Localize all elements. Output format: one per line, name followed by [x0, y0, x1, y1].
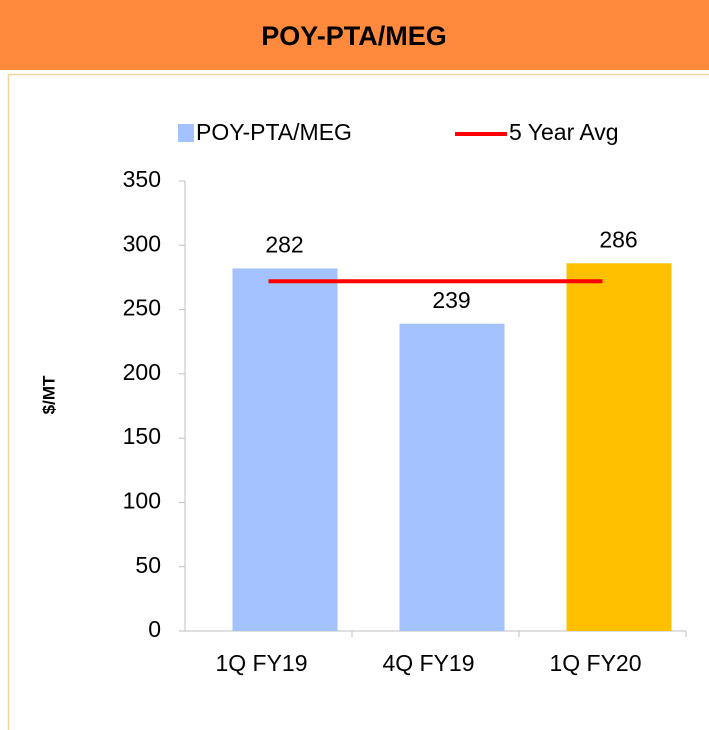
y-tick-label: 100 — [123, 488, 161, 514]
chart-title: POY-PTA/MEG — [261, 21, 447, 51]
legend-label: POY-PTA/MEG — [196, 119, 352, 145]
bar — [566, 263, 672, 631]
legend-label: 5 Year Avg — [509, 119, 619, 145]
y-tick-label: 50 — [135, 552, 161, 578]
y-tick-label: 350 — [123, 166, 161, 192]
y-tick-label: 300 — [123, 230, 161, 256]
y-tick-label: 150 — [123, 423, 161, 449]
y-tick-label: 250 — [123, 295, 161, 321]
y-tick-label: 200 — [123, 359, 161, 385]
x-tick-label: 1Q FY19 — [215, 650, 307, 676]
y-tick-label: 0 — [148, 616, 161, 642]
bar — [399, 323, 505, 631]
panel-border — [7, 73, 709, 730]
data-label: 239 — [432, 287, 470, 313]
data-label: 282 — [265, 232, 303, 258]
x-tick-label: 1Q FY20 — [549, 650, 641, 676]
data-label: 286 — [599, 226, 637, 252]
title-banner — [0, 0, 709, 70]
x-tick-label: 4Q FY19 — [382, 650, 474, 676]
y-axis-label: $/MT — [39, 375, 58, 414]
legend-swatch — [178, 124, 194, 142]
bar — [232, 268, 338, 631]
